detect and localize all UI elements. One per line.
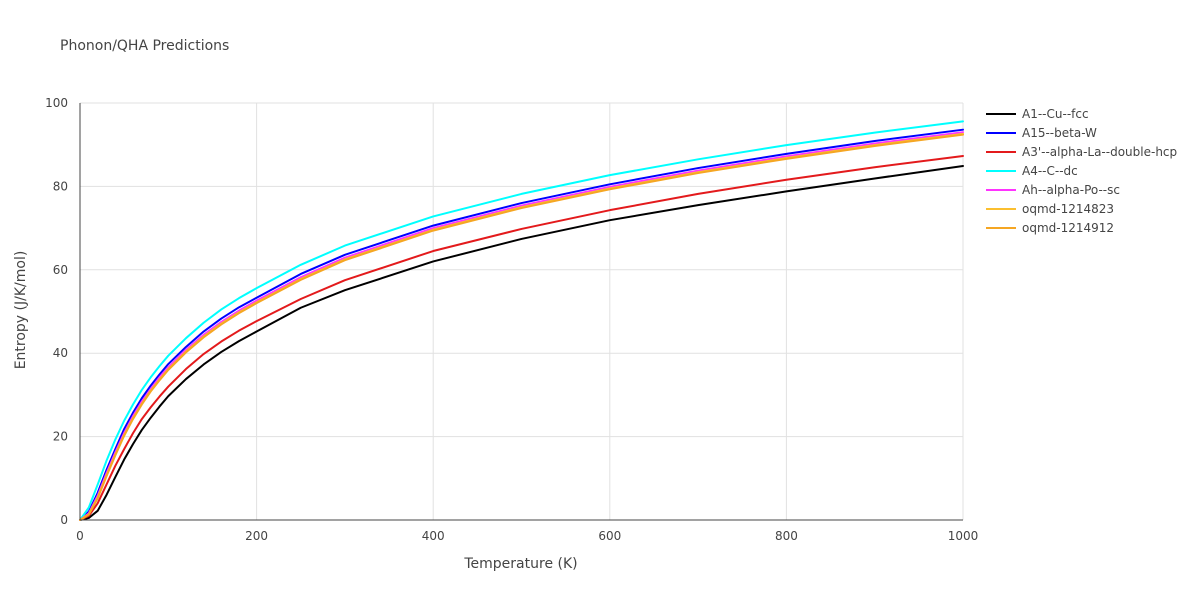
x-tick-label: 200 [245,529,268,543]
y-tick-labels: 0 20 40 60 80 100 [45,96,68,527]
legend-item[interactable]: A1--Cu--fcc [986,107,1089,121]
legend-label: A15--beta-W [1022,126,1097,140]
legend-item[interactable]: A4--C--dc [986,164,1078,178]
chart-title: Phonon/QHA Predictions [60,38,229,54]
series-line-A3'--alpha-La--double-hcp [79,154,964,521]
legend-label: Ah--alpha-Po--sc [1022,183,1120,197]
legend: A1--Cu--fcc A15--beta-W A3'--alpha-La--dou… [986,107,1177,235]
series-line-A1--Cu--fcc [79,164,964,521]
legend-item[interactable]: oqmd-1214912 [986,221,1114,235]
x-tick-label: 1000 [948,529,979,543]
legend-item[interactable]: Ah--alpha-Po--sc [986,183,1120,197]
axes [79,103,963,521]
series-line-oqmd-1214912 [79,133,964,521]
x-axis-label: Temperature (K) [463,556,577,572]
x-tick-label: 0 [76,529,84,543]
x-tick-label: 800 [775,529,798,543]
series-line-A4--C--dc [79,120,964,521]
legend-label: A4--C--dc [1022,164,1078,178]
y-axis-label: Entropy (J/K/mol) [13,251,29,370]
legend-label: A1--Cu--fcc [1022,107,1089,121]
legend-label: oqmd-1214823 [1022,202,1114,216]
legend-item[interactable]: A15--beta-W [986,126,1097,140]
y-tick-label: 60 [53,263,68,277]
y-tick-label: 0 [60,513,68,527]
y-tick-label: 40 [53,346,68,360]
x-tick-labels: 0 200 400 600 800 1000 [76,529,978,543]
legend-label: A3'--alpha-La--double-hcp [1022,145,1177,159]
series-lines [79,120,964,521]
y-tick-label: 80 [53,179,68,193]
x-tick-label: 600 [598,529,621,543]
gridlines [80,102,964,520]
y-tick-label: 20 [53,430,68,444]
legend-label: oqmd-1214912 [1022,221,1114,235]
x-tick-label: 400 [422,529,445,543]
series-line-A15--beta-W [79,128,964,521]
legend-item[interactable]: oqmd-1214823 [986,202,1114,216]
series-line-oqmd-1214823 [79,132,964,521]
legend-item[interactable]: A3'--alpha-La--double-hcp [986,145,1177,159]
y-tick-label: 100 [45,96,68,110]
